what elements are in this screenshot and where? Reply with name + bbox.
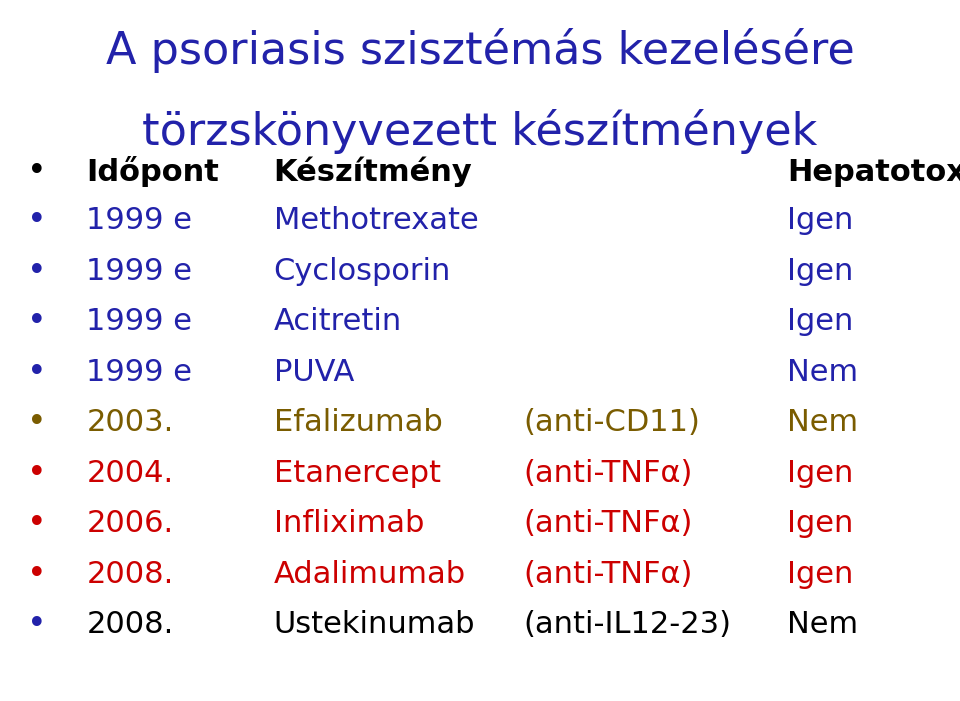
Text: A psoriasis szisztémás kezelésére: A psoriasis szisztémás kezelésére <box>106 28 854 73</box>
Text: Hepatotoxicitás: Hepatotoxicitás <box>787 156 960 187</box>
Text: Nem: Nem <box>787 408 858 437</box>
Text: •: • <box>27 608 46 641</box>
Text: Methotrexate: Methotrexate <box>274 206 478 236</box>
Text: 1999 e: 1999 e <box>86 358 192 387</box>
Text: 2006.: 2006. <box>86 509 174 538</box>
Text: (anti-TNFα): (anti-TNFα) <box>523 559 692 589</box>
Text: Ustekinumab: Ustekinumab <box>274 610 475 639</box>
Text: 2008.: 2008. <box>86 610 174 639</box>
Text: Időpont: Időpont <box>86 156 219 187</box>
Text: Készítmény: Készítmény <box>274 156 472 187</box>
Text: Adalimumab: Adalimumab <box>274 559 466 589</box>
Text: 2008.: 2008. <box>86 559 174 589</box>
Text: (anti-TNFα): (anti-TNFα) <box>523 458 692 488</box>
Text: •: • <box>27 507 46 540</box>
Text: •: • <box>27 557 46 591</box>
Text: Infliximab: Infliximab <box>274 509 424 538</box>
Text: (anti-TNFα): (anti-TNFα) <box>523 509 692 538</box>
Text: 1999 e: 1999 e <box>86 257 192 286</box>
Text: PUVA: PUVA <box>274 358 354 387</box>
Text: 1999 e: 1999 e <box>86 206 192 236</box>
Text: Nem: Nem <box>787 358 858 387</box>
Text: •: • <box>27 305 46 339</box>
Text: törzskönyvezett készítmények: törzskönyvezett készítmények <box>142 109 818 154</box>
Text: Igen: Igen <box>787 206 853 236</box>
Text: Cyclosporin: Cyclosporin <box>274 257 451 286</box>
Text: Igen: Igen <box>787 307 853 336</box>
Text: Nem: Nem <box>787 610 858 639</box>
Text: •: • <box>27 204 46 238</box>
Text: Igen: Igen <box>787 559 853 589</box>
Text: (anti-CD11): (anti-CD11) <box>523 408 700 437</box>
Text: Acitretin: Acitretin <box>274 307 402 336</box>
Text: •: • <box>27 355 46 389</box>
Text: Efalizumab: Efalizumab <box>274 408 443 437</box>
Text: Igen: Igen <box>787 509 853 538</box>
Text: Igen: Igen <box>787 257 853 286</box>
Text: Etanercept: Etanercept <box>274 458 441 488</box>
Text: •: • <box>27 406 46 440</box>
Text: •: • <box>27 456 46 490</box>
Text: 1999 e: 1999 e <box>86 307 192 336</box>
Text: Igen: Igen <box>787 458 853 488</box>
Text: •: • <box>27 155 46 189</box>
Text: 2003.: 2003. <box>86 408 174 437</box>
Text: •: • <box>27 254 46 288</box>
Text: 2004.: 2004. <box>86 458 174 488</box>
Text: (anti-IL12-23): (anti-IL12-23) <box>523 610 732 639</box>
